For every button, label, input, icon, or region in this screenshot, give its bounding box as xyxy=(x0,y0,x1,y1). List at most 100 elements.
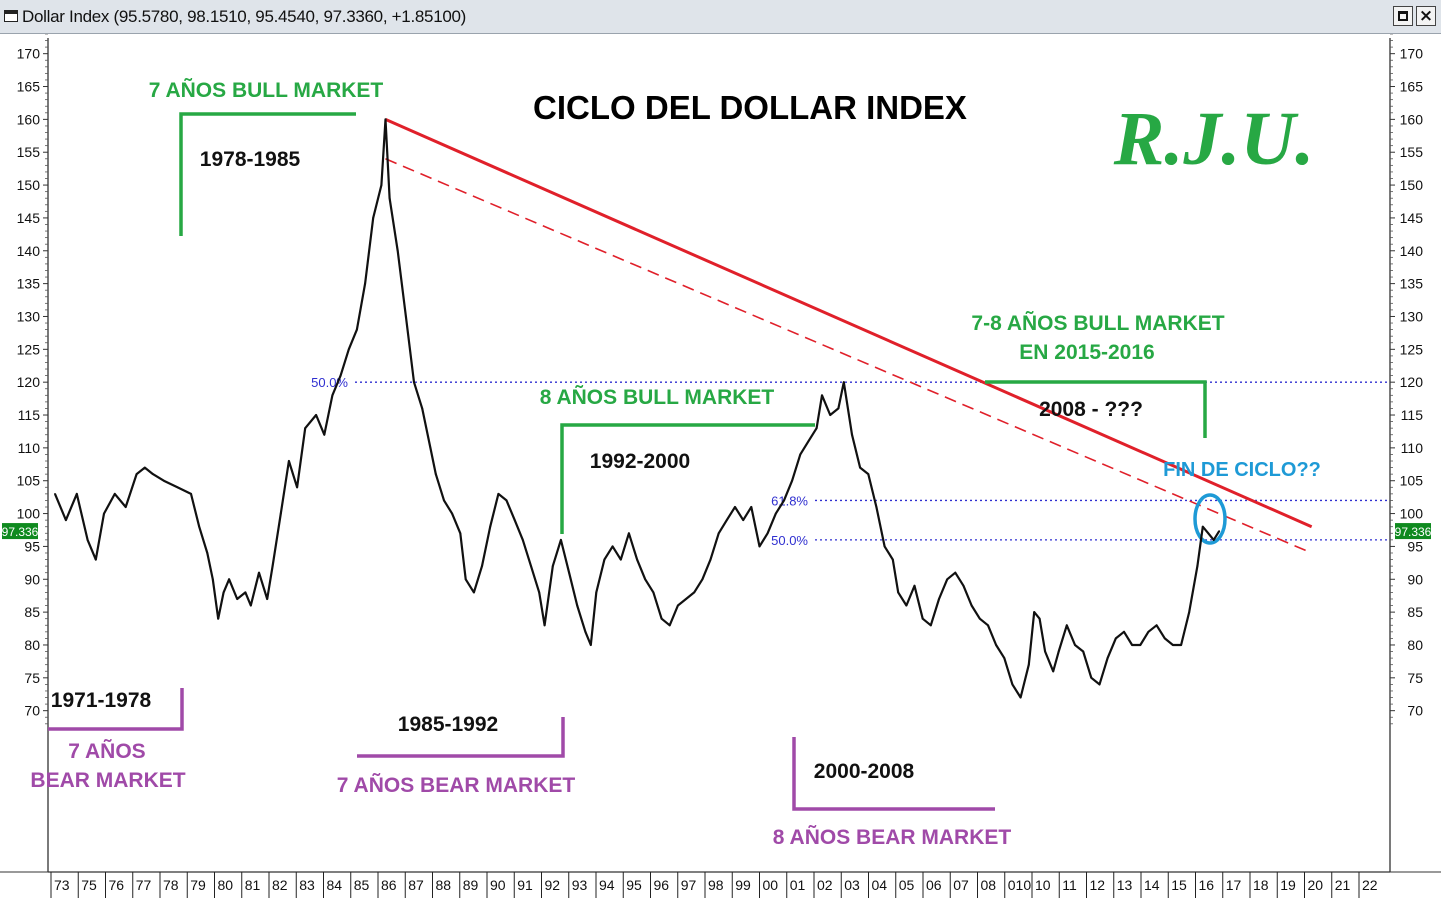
price-point xyxy=(103,512,105,515)
price-point xyxy=(1180,644,1182,646)
label-bull-2015-line2: EN 2015-2016 xyxy=(1019,341,1154,364)
price-point xyxy=(859,466,861,469)
y-tick-label-left: 110 xyxy=(18,440,41,456)
price-point xyxy=(513,519,516,521)
price-point xyxy=(1201,525,1204,528)
y-tick-label-right: 165 xyxy=(1400,79,1424,95)
price-point xyxy=(837,407,840,410)
y-tick-label-left: 120 xyxy=(17,374,41,390)
y-tick-label-left: 145 xyxy=(17,210,41,226)
x-tick-label: 91 xyxy=(517,877,533,893)
label-bull-2015-line1: 7-8 AÑOS BULL MARKET xyxy=(971,312,1224,335)
y-tick-label-right: 155 xyxy=(1400,144,1424,160)
y-tick-label-right: 135 xyxy=(1400,276,1424,292)
y-tick-label-left: 125 xyxy=(17,341,41,357)
x-tick-label: 89 xyxy=(463,877,479,893)
price-point xyxy=(1052,670,1055,673)
price-point xyxy=(766,532,769,535)
price-point xyxy=(429,447,432,449)
price-point xyxy=(628,532,630,535)
y-tick-label-left: 85 xyxy=(24,604,40,620)
price-point xyxy=(842,381,845,384)
price-point xyxy=(851,433,853,436)
price-tag-box xyxy=(2,523,38,540)
label-bull-1978: 7 AÑOS BULL MARKET xyxy=(149,79,384,102)
close-button[interactable]: × xyxy=(1416,6,1436,26)
x-tick-label: 85 xyxy=(354,877,370,893)
price-point xyxy=(701,578,704,581)
y-tick-label-right: 95 xyxy=(1407,538,1423,554)
y-tick-label-left: 170 xyxy=(17,46,41,62)
price-point xyxy=(323,433,326,436)
price-point xyxy=(611,545,614,548)
maximize-button[interactable] xyxy=(1393,6,1413,26)
x-tick-label: 04 xyxy=(872,877,888,893)
x-tick-label: 80 xyxy=(218,877,234,893)
price-point xyxy=(660,617,663,620)
price-point xyxy=(725,519,728,521)
fib-level-label: 61.8% xyxy=(771,493,808,508)
y-tick-label-left: 135 xyxy=(17,276,41,292)
fib-level-label: 50.0% xyxy=(311,375,348,390)
price-point xyxy=(938,598,940,600)
price-point xyxy=(543,624,546,627)
x-tick-label: 93 xyxy=(572,877,588,893)
price-point xyxy=(152,473,154,475)
x-tick-label: 90 xyxy=(490,877,506,893)
price-point xyxy=(987,624,989,627)
x-tick-label: 75 xyxy=(81,877,97,893)
price-point xyxy=(211,578,214,581)
price-point xyxy=(913,584,916,587)
x-tick-label: 07 xyxy=(953,877,969,893)
price-point xyxy=(1188,611,1191,613)
x-tick-label: 11 xyxy=(1062,877,1077,893)
price-point xyxy=(538,591,541,594)
y-tick-label-left: 150 xyxy=(17,177,41,193)
price-point xyxy=(595,591,598,594)
price-point xyxy=(315,414,317,416)
price-point xyxy=(1027,663,1030,666)
price-point xyxy=(1114,637,1117,640)
x-tick-label: 84 xyxy=(327,877,343,893)
y-tick-label-left: 160 xyxy=(17,111,41,127)
x-tick-label: 15 xyxy=(1171,877,1187,893)
price-point xyxy=(356,328,358,331)
y-tick-label-left: 130 xyxy=(17,308,41,324)
price-point xyxy=(279,512,282,515)
x-tick-label: 20 xyxy=(1308,877,1324,893)
cycle-end-circle xyxy=(1193,493,1227,545)
price-point xyxy=(331,394,334,397)
price-point xyxy=(551,565,554,567)
price-point xyxy=(1155,624,1158,627)
y-tick-label-left: 155 xyxy=(17,144,41,160)
bracket-bull-1978 xyxy=(179,112,356,236)
price-point xyxy=(222,591,225,594)
price-point xyxy=(405,315,407,318)
watermark-rju: R.J.U. xyxy=(1113,97,1315,181)
price-point xyxy=(799,453,802,456)
y-tick-label-left: 95 xyxy=(24,538,40,554)
price-point xyxy=(568,571,570,574)
price-tag-text: 97.336 xyxy=(1395,525,1432,539)
label-bear-1985: 7 AÑOS BEAR MARKET xyxy=(337,774,576,797)
price-point xyxy=(1082,650,1085,653)
x-tick-label: 92 xyxy=(545,877,561,893)
y-tick-label-right: 140 xyxy=(1400,243,1424,259)
price-point xyxy=(1106,657,1109,659)
y-tick-label-right: 105 xyxy=(1400,473,1424,489)
label-bear-1971-line2: BEAR MARKET xyxy=(30,769,185,792)
price-point xyxy=(162,479,165,482)
x-tick-label: 95 xyxy=(626,877,642,893)
price-point xyxy=(1196,565,1199,567)
x-tick-label: 00 xyxy=(763,877,779,893)
price-point xyxy=(459,532,462,535)
y-tick-label-left: 70 xyxy=(24,703,40,719)
price-point xyxy=(560,539,562,541)
bracket-bear-1985 xyxy=(357,717,565,758)
x-tick-label: 02 xyxy=(817,877,833,893)
price-point xyxy=(113,493,116,495)
x-tick-label: 86 xyxy=(381,877,397,893)
y-tick-label-left: 90 xyxy=(24,571,40,587)
price-point xyxy=(1139,644,1142,646)
